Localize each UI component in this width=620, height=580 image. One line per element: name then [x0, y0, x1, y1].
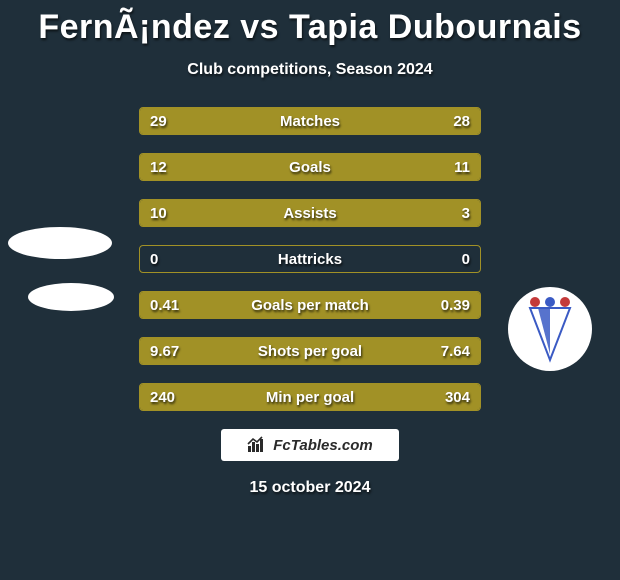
stat-value-left: 0.41	[150, 292, 179, 319]
stat-value-right: 28	[453, 108, 470, 135]
stat-row: 240 Min per goal 304	[139, 383, 481, 411]
stat-value-left: 29	[150, 108, 167, 135]
watermark-badge: FcTables.com	[221, 429, 399, 461]
left-team-badge-1	[8, 227, 112, 259]
stat-row: 0 Hattricks 0	[139, 245, 481, 273]
bar-chart-icon	[247, 436, 269, 454]
stat-value-right: 304	[445, 384, 470, 411]
subtitle: Club competitions, Season 2024	[0, 61, 620, 79]
stat-value-left: 10	[150, 200, 167, 227]
right-team-badge	[508, 287, 592, 371]
stat-fill-left	[140, 200, 398, 226]
stat-row: 10 Assists 3	[139, 199, 481, 227]
watermark-text: FcTables.com	[273, 437, 372, 454]
stat-value-right: 0.39	[441, 292, 470, 319]
date-label: 15 october 2024	[0, 479, 620, 497]
stat-value-right: 3	[462, 200, 470, 227]
stat-value-left: 12	[150, 154, 167, 181]
stat-value-left: 0	[150, 246, 158, 273]
page-title: FernÃ¡ndez vs Tapia Dubournais	[0, 0, 620, 47]
comparison-block: 29 Matches 28 12 Goals 11 10 Assists 3 0…	[0, 107, 620, 497]
left-team-badge-2	[28, 283, 114, 311]
stat-value-right: 11	[454, 154, 470, 181]
stat-fill-left	[140, 108, 327, 134]
pennant-icon	[520, 294, 580, 364]
stat-row: 9.67 Shots per goal 7.64	[139, 337, 481, 365]
stat-value-right: 0	[462, 246, 470, 273]
stat-row: 29 Matches 28	[139, 107, 481, 135]
stat-value-right: 7.64	[441, 338, 470, 365]
stat-row: 0.41 Goals per match 0.39	[139, 291, 481, 319]
stat-row: 12 Goals 11	[139, 153, 481, 181]
stat-fill-left	[140, 154, 327, 180]
stat-label: Hattricks	[140, 246, 480, 273]
stat-value-left: 9.67	[150, 338, 179, 365]
stat-value-left: 240	[150, 384, 175, 411]
